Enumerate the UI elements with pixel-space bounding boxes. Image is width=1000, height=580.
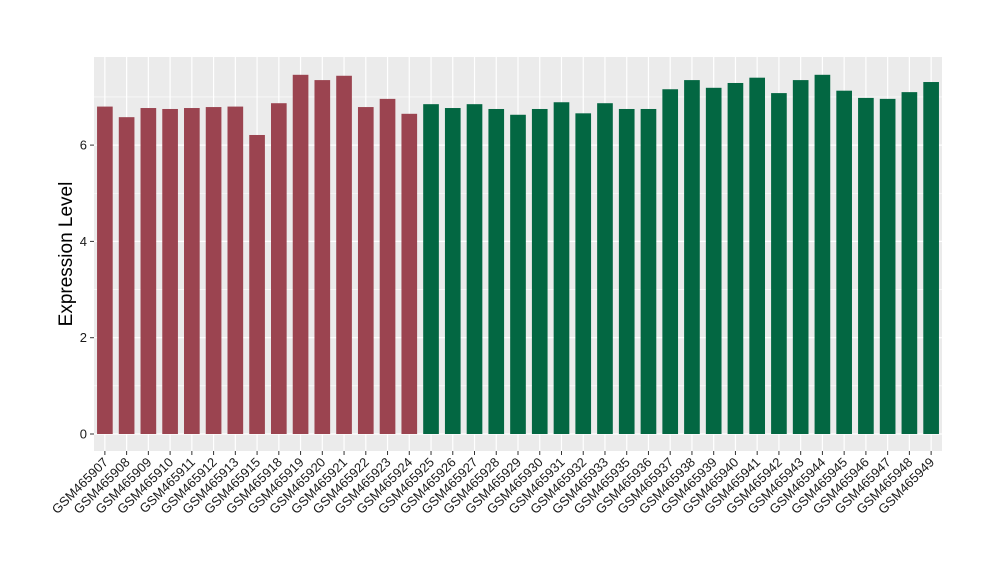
bar bbox=[727, 82, 744, 434]
bar bbox=[662, 89, 679, 434]
bar bbox=[553, 102, 570, 435]
x-axis: GSM465907GSM465908GSM465909GSM465910GSM4… bbox=[49, 451, 937, 517]
bar bbox=[140, 108, 157, 434]
bar bbox=[531, 108, 548, 435]
bar bbox=[640, 108, 657, 435]
bar bbox=[444, 108, 461, 434]
y-tick-label: 0 bbox=[80, 427, 87, 442]
y-tick-label: 2 bbox=[80, 330, 87, 345]
bar bbox=[901, 92, 918, 434]
bar bbox=[162, 108, 178, 435]
bar bbox=[423, 104, 439, 435]
bar bbox=[836, 90, 852, 435]
bar bbox=[97, 106, 113, 434]
bar bbox=[314, 80, 331, 434]
bar bbox=[488, 108, 505, 435]
bar bbox=[597, 103, 613, 434]
bar bbox=[814, 74, 831, 435]
bars bbox=[97, 74, 939, 435]
bar bbox=[336, 75, 352, 434]
bar bbox=[357, 107, 374, 435]
bar bbox=[249, 134, 265, 434]
bar bbox=[466, 104, 483, 435]
y-tick-label: 6 bbox=[80, 138, 87, 153]
bar bbox=[118, 117, 135, 434]
bar bbox=[227, 106, 244, 434]
y-axis-title: Expression Level bbox=[56, 182, 77, 327]
y-tick-label: 4 bbox=[80, 234, 87, 249]
bar bbox=[858, 97, 874, 435]
bar bbox=[749, 77, 766, 434]
bar bbox=[379, 98, 396, 434]
bar bbox=[618, 108, 635, 435]
y-axis: 0 2 4 6 bbox=[80, 138, 94, 442]
bar bbox=[184, 108, 200, 434]
bar bbox=[792, 80, 809, 434]
bar bbox=[292, 74, 309, 435]
bar bbox=[401, 113, 418, 435]
bar bbox=[771, 93, 787, 435]
bar bbox=[923, 82, 939, 434]
bar bbox=[684, 80, 700, 434]
bar bbox=[270, 103, 287, 434]
bar bbox=[879, 98, 896, 434]
bar bbox=[510, 114, 526, 434]
bar bbox=[575, 113, 592, 435]
bar bbox=[705, 87, 722, 434]
bar bbox=[205, 107, 222, 435]
